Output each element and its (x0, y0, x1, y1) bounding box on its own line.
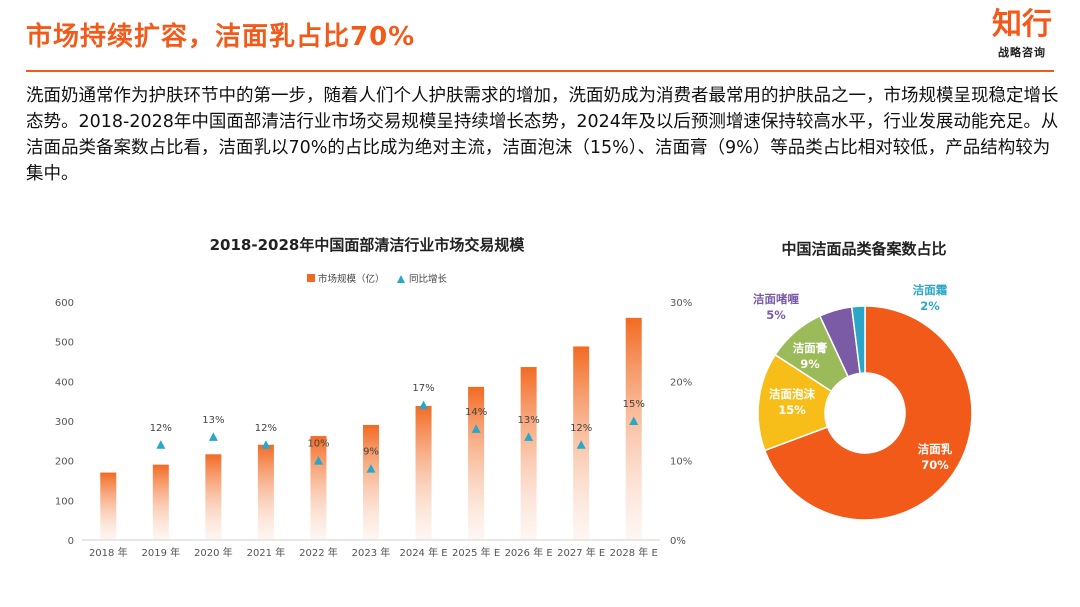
intro-paragraph: 洗面奶通常作为护肤环节中的第一步，随着人们个人护肤需求的增加，洗面奶成为消费者最… (26, 86, 1059, 184)
growth-marker (576, 440, 586, 449)
pie-slice-label: 洁面啫喱 (753, 292, 799, 306)
pie-slice-label: 洁面膏 (793, 341, 828, 355)
legend-marker-swatch (397, 275, 405, 283)
bar-chart-title: 2018-2028年中国面部清洁行业市场交易规模 (210, 236, 526, 254)
y2-tick-label: 0% (670, 536, 686, 547)
x-tick-label: 2027 年 E (557, 546, 605, 559)
pie-slice-value: 9% (800, 357, 820, 371)
pie-slice-value: 2% (920, 299, 940, 313)
bar (468, 386, 485, 540)
growth-label: 17% (412, 383, 434, 394)
brand-name: 知行 (992, 7, 1052, 42)
bar (100, 472, 117, 540)
growth-label: 15% (623, 399, 645, 410)
pie-slice-label: 洁面霜 (913, 283, 948, 297)
bar (152, 464, 169, 540)
growth-marker (366, 464, 376, 473)
growth-label: 9% (363, 447, 379, 458)
bar (415, 405, 432, 540)
growth-marker (524, 432, 534, 441)
bar (363, 424, 379, 540)
y-tick-label: 200 (55, 457, 74, 468)
bar (205, 454, 222, 540)
growth-label: 10% (307, 439, 329, 450)
bar (625, 317, 642, 540)
pie-slice-value: 15% (778, 403, 806, 417)
pie-chart-title: 中国洁面品类备案数占比 (781, 240, 946, 258)
growth-label: 12% (150, 423, 172, 434)
bar (520, 367, 537, 540)
growth-label: 14% (465, 407, 487, 418)
y-tick-label: 600 (55, 298, 74, 309)
x-tick-label: 2020 年 (194, 546, 233, 559)
x-tick-label: 2021 年 (247, 546, 286, 559)
x-tick-label: 2026 年 E (505, 546, 553, 559)
y-tick-label: 0 (68, 536, 74, 547)
x-tick-label: 2022 年 (299, 546, 338, 559)
pie-slice (763, 305, 973, 521)
growth-marker (419, 400, 429, 410)
x-tick-label: 2028 年 E (610, 546, 658, 559)
y2-tick-label: 30% (670, 298, 692, 309)
growth-marker (313, 456, 323, 465)
y2-tick-label: 20% (670, 377, 692, 388)
growth-marker (629, 416, 639, 425)
page-title: 市场持续扩容，洁面乳占比70% (26, 22, 416, 52)
pie-slice-label: 洁面泡沫 (769, 387, 815, 401)
growth-marker (208, 432, 218, 441)
growth-label: 13% (202, 415, 224, 426)
y2-tick-label: 10% (670, 457, 692, 468)
growth-marker (471, 424, 481, 433)
x-tick-label: 2023 年 (352, 546, 391, 559)
y-tick-label: 300 (55, 417, 74, 428)
pie-slice-value: 5% (766, 308, 786, 322)
brand-logo: 知行 战略咨询 (992, 8, 1052, 60)
pie-slice-value: 70% (921, 458, 949, 472)
growth-label: 12% (255, 423, 277, 434)
brand-subtitle: 战略咨询 (998, 46, 1046, 59)
bar (257, 444, 274, 540)
x-tick-label: 2018 年 (89, 546, 128, 559)
bar (310, 436, 327, 540)
pie-slice-label: 洁面乳 (918, 442, 953, 456)
y-tick-label: 500 (55, 338, 74, 349)
growth-marker (156, 440, 166, 449)
growth-marker (261, 440, 271, 449)
legend-bar-label: 市场规模（亿） (318, 273, 385, 285)
x-tick-label: 2025 年 E (452, 546, 500, 559)
y-tick-label: 400 (55, 377, 74, 388)
growth-label: 13% (518, 415, 540, 426)
title-divider (26, 70, 1054, 72)
growth-label: 12% (570, 423, 592, 434)
legend-marker-label: 同比增长 (409, 273, 448, 285)
y-tick-label: 100 (55, 496, 74, 507)
x-tick-label: 2019 年 (141, 546, 180, 559)
legend-bar-swatch (307, 274, 315, 282)
x-tick-label: 2024 年 E (399, 546, 447, 559)
pie-slice (850, 305, 866, 375)
